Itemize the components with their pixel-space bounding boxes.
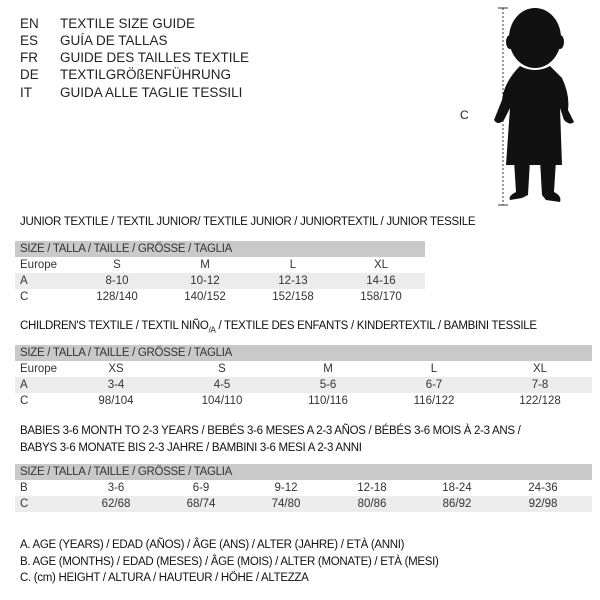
junior-size-table: SIZE / TALLA / TAILLE / GRÖSSE / TAGLIA … (15, 241, 425, 305)
cell: 3-4 (107, 379, 125, 391)
lang-code: ES (20, 33, 39, 48)
height-measure-label: C (460, 108, 469, 122)
children-section-title: CHILDREN'S TEXTILE / TEXTIL NIÑO/A / TEX… (20, 320, 537, 334)
title-text: / TEXTILE DES ENFANTS / KINDERTEXTIL / B… (215, 320, 537, 332)
junior-section-title: JUNIOR TEXTILE / TEXTIL JUNIOR/ TEXTILE … (20, 216, 476, 228)
cell: 14-16 (366, 275, 396, 287)
cell: 5-6 (319, 379, 337, 391)
cell: 24-36 (528, 482, 558, 494)
row-label: A (20, 275, 28, 287)
lang-code: IT (20, 85, 32, 100)
cell: 122/128 (519, 395, 561, 407)
cell: 68/74 (186, 498, 216, 510)
babies-section-title-line1: BABIES 3-6 MONTH TO 2-3 YEARS / BEBÉS 3-… (20, 425, 521, 437)
cell: 9-12 (274, 482, 298, 494)
table-row: C 128/140 140/152 152/158 158/170 (15, 289, 425, 305)
table-row: C 98/104 104/110 110/116 116/122 122/128 (15, 393, 592, 409)
lang-code: DE (20, 67, 39, 82)
row-label: A (20, 379, 28, 391)
lang-title: TEXTILE SIZE GUIDE (60, 16, 196, 31)
table-row: C 62/68 68/74 74/80 80/86 86/92 92/98 (15, 496, 592, 512)
cell: 62/68 (101, 498, 131, 510)
cell: M (200, 259, 210, 271)
cell: S (218, 363, 226, 375)
cell: XS (108, 363, 124, 375)
table-header: SIZE / TALLA / TAILLE / GRÖSSE / TAGLIA (15, 464, 592, 480)
cell: 12-18 (357, 482, 387, 494)
cell: 92/98 (528, 498, 558, 510)
cell: L (430, 363, 438, 375)
row-label: Europe (20, 363, 58, 375)
cell: 6-7 (425, 379, 443, 391)
lang-title: GUIDA ALLE TAGLIE TESSILI (60, 85, 243, 100)
lang-title: GUÍA DE TALLAS (60, 33, 168, 48)
cell: 4-5 (213, 379, 231, 391)
row-label: C (20, 395, 29, 407)
cell: L (289, 259, 297, 271)
table-header: SIZE / TALLA / TAILLE / GRÖSSE / TAGLIA (15, 241, 425, 257)
babies-section-title-line2: BABYS 3-6 MONATE BIS 2-3 JAHRE / BAMBINI… (20, 442, 362, 454)
cell: XL (373, 259, 389, 271)
cell: 8-10 (105, 275, 129, 287)
table-row: Europe XS S M L XL (15, 361, 592, 377)
cell: 18-24 (442, 482, 472, 494)
cell: 152/158 (272, 291, 314, 303)
cell: 158/170 (360, 291, 402, 303)
row-label: C (20, 291, 29, 303)
cell: 116/122 (413, 395, 455, 407)
cell: 98/104 (98, 395, 134, 407)
cell: 74/80 (271, 498, 301, 510)
table-header: SIZE / TALLA / TAILLE / GRÖSSE / TAGLIA (15, 345, 592, 361)
cell: 3-6 (107, 482, 125, 494)
legend-c: C. (cm) HEIGHT / ALTURA / HAUTEUR / HÖHE… (20, 572, 309, 584)
cell: 110/116 (308, 395, 348, 407)
legend-a: A. AGE (YEARS) / EDAD (AÑOS) / ÂGE (ANS)… (20, 539, 405, 551)
cell: 7-8 (531, 379, 549, 391)
lang-code: FR (20, 50, 38, 65)
title-text: CHILDREN'S TEXTILE / TEXTIL NIÑO (20, 320, 209, 332)
table-row: A 8-10 10-12 12-13 14-16 (15, 273, 425, 289)
cell: 10-12 (190, 275, 220, 287)
cell: 128/140 (96, 291, 138, 303)
lang-title: GUIDE DES TAILLES TEXTILE (60, 50, 250, 65)
cell: XL (532, 363, 548, 375)
lang-code: EN (20, 16, 39, 31)
title-subscript: /A (208, 325, 216, 335)
table-row: A 3-4 4-5 5-6 6-7 7-8 (15, 377, 592, 393)
cell: 104/110 (201, 395, 243, 407)
child-silhouette-icon (494, 7, 574, 206)
cell: 12-13 (278, 275, 308, 287)
cell: 6-9 (192, 482, 210, 494)
row-label: B (20, 482, 28, 494)
children-size-table: SIZE / TALLA / TAILLE / GRÖSSE / TAGLIA … (15, 345, 592, 409)
table-row: B 3-6 6-9 9-12 12-18 18-24 24-36 (15, 480, 592, 496)
lang-title: TEXTILGRÖßENFÜHRUNG (60, 67, 232, 82)
babies-size-table: SIZE / TALLA / TAILLE / GRÖSSE / TAGLIA … (15, 464, 592, 512)
row-label: Europe (20, 259, 58, 271)
row-label: C (20, 498, 29, 510)
legend-b: B. AGE (MONTHS) / EDAD (MESES) / ÂGE (MO… (20, 556, 439, 568)
cell: 140/152 (184, 291, 226, 303)
table-row: Europe S M L XL (15, 257, 425, 273)
cell: M (323, 363, 333, 375)
cell: 86/92 (442, 498, 472, 510)
cell: 80/86 (357, 498, 387, 510)
cell: S (113, 259, 121, 271)
